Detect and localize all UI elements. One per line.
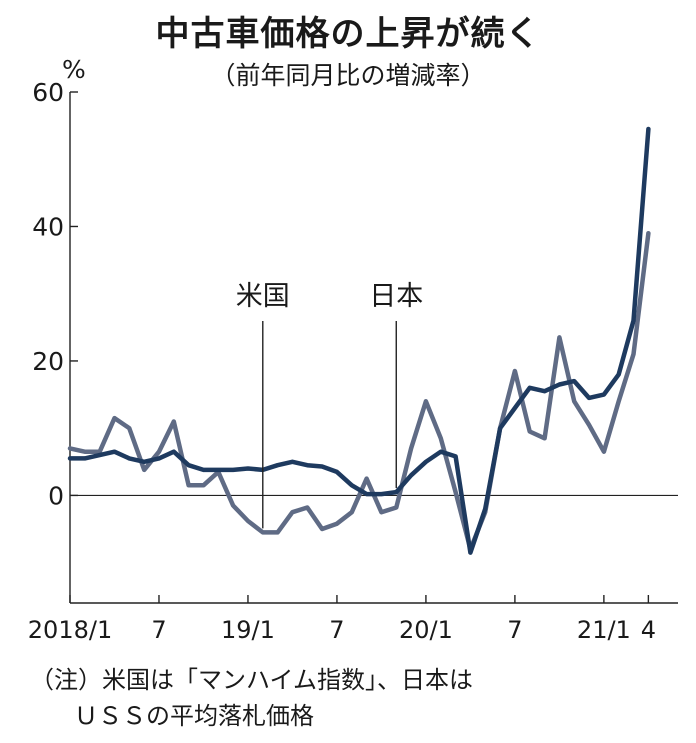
series-line-japan [67, 126, 651, 555]
x-tick-label: 4 [641, 616, 656, 644]
line-chart: 0 20 40 60% 2018/1 7 19/1 7 20/1 7 21/1 4 米国 日本 [28, 55, 678, 644]
y-tick-label: 0 [48, 481, 64, 510]
footnote-line-1: （注）米国は「マンハイム指数」、日本は [30, 666, 474, 694]
y-tick-label: 60 [32, 78, 64, 107]
x-tick-label: 7 [507, 616, 522, 644]
y-tick-label: 40 [32, 212, 64, 241]
x-tick-label: 2018/1 [28, 616, 112, 644]
x-tick-label: 7 [151, 616, 166, 644]
x-tick-label: 19/1 [221, 616, 275, 644]
x-tick-label: 21/1 [577, 616, 631, 644]
y-axis-unit: % [62, 55, 86, 84]
footnote-line-2: ＵＳＳの平均落札価格 [74, 702, 314, 730]
x-tick-label: 20/1 [399, 616, 453, 644]
series-line-us [67, 230, 651, 552]
series-label-us: 米国 [236, 281, 290, 312]
series-label-japan: 日本 [369, 281, 423, 312]
chart-subtitle: （前年同月比の増減率） [210, 61, 486, 90]
y-tick-label: 20 [32, 347, 64, 376]
x-tick-label: 7 [329, 616, 344, 644]
chart-title: 中古車価格の上昇が続く [155, 14, 541, 54]
